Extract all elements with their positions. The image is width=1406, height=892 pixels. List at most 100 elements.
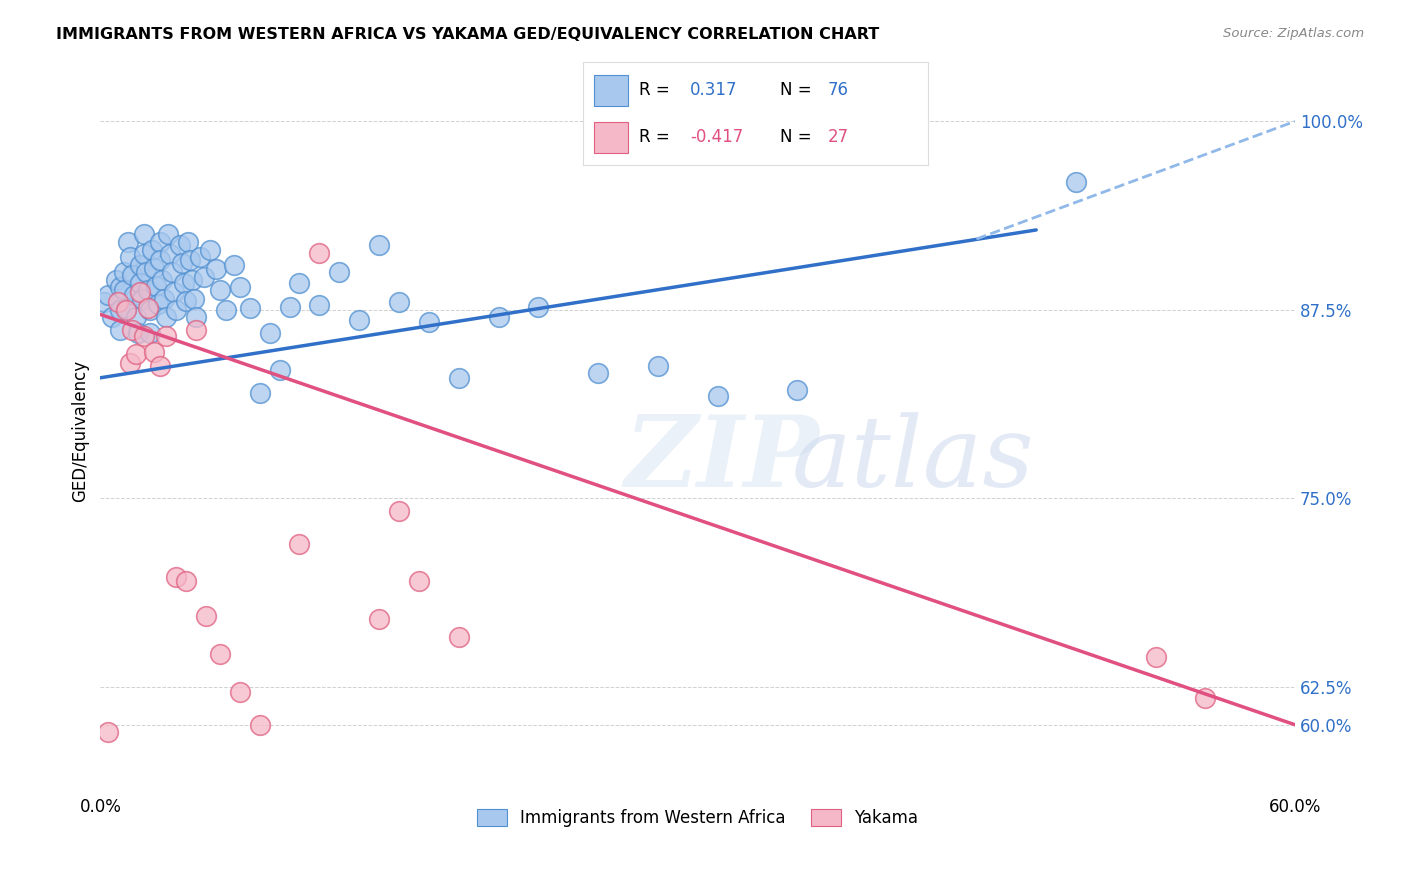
Text: -0.417: -0.417 [690,128,744,146]
Point [169,238,191,252]
Point [115,301,138,316]
Point [149,235,172,249]
Point [110,302,132,317]
Text: R =: R = [638,81,669,99]
Point [229,280,252,294]
Legend: Immigrants from Western Africa, Yakama: Immigrants from Western Africa, Yakama [468,800,927,835]
Point [101,310,124,325]
Bar [593,122,628,153]
Point [136,283,159,297]
Point [139,326,162,340]
Point [110,280,132,294]
Point [165,570,187,584]
Point [170,256,193,270]
Point [388,503,411,517]
Point [129,276,152,290]
Point [259,326,281,340]
Point [308,245,330,260]
Point [125,346,148,360]
Point [160,265,183,279]
Text: ZIP: ZIP [624,411,820,508]
Point [222,258,245,272]
Point [145,278,167,293]
Point [97,725,120,739]
Point [157,227,180,242]
Point [112,265,135,279]
Point [1194,690,1216,705]
Point [121,322,143,336]
Text: R =: R = [638,128,669,146]
Point [194,609,217,624]
Text: Source: ZipAtlas.com: Source: ZipAtlas.com [1223,27,1364,40]
Point [125,310,148,325]
Point [146,297,169,311]
Text: 27: 27 [828,128,849,146]
Point [706,389,728,403]
Point [174,574,197,589]
Point [163,285,186,299]
Point [488,310,510,325]
Point [129,258,152,272]
Point [184,322,207,336]
Text: N =: N = [780,81,811,99]
Point [249,718,271,732]
Point [288,276,311,290]
Point [328,265,350,279]
Point [183,293,205,307]
Text: IMMIGRANTS FROM WESTERN AFRICA VS YAKAMA GED/EQUIVALENCY CORRELATION CHART: IMMIGRANTS FROM WESTERN AFRICA VS YAKAMA… [56,27,880,42]
Text: atlas: atlas [792,412,1033,508]
Point [418,315,440,329]
Bar [593,75,628,105]
Point [208,647,231,661]
Point [115,302,138,317]
Text: 0.317: 0.317 [690,81,738,99]
Point [1064,175,1087,189]
Point [408,574,430,589]
Point [193,269,215,284]
Point [1144,649,1167,664]
Point [647,359,669,373]
Point [127,326,149,340]
Point [308,298,330,312]
Point [121,268,143,283]
Point [188,250,211,264]
Point [173,276,195,290]
Point [368,612,391,626]
Point [586,366,609,380]
Point [288,537,311,551]
Point [229,684,252,698]
Point [447,371,470,385]
Y-axis label: GED/Equivalency: GED/Equivalency [72,359,89,501]
Point [368,238,391,252]
Point [149,253,172,268]
Point [122,288,145,302]
Point [105,273,128,287]
Point [278,300,301,314]
Point [134,227,156,242]
Point [155,310,177,325]
Point [177,235,200,249]
Point [269,363,291,377]
Point [120,250,142,264]
Point [107,295,129,310]
Point [388,295,411,310]
Point [136,301,159,316]
Point [97,288,120,302]
Point [184,310,207,325]
Point [208,283,231,297]
Point [179,253,201,268]
Point [347,313,370,327]
Point [153,293,176,307]
Point [141,243,163,257]
Text: 76: 76 [828,81,849,99]
Point [150,273,173,287]
Point [131,293,153,307]
Point [174,293,197,308]
Point [181,273,204,287]
Point [139,302,162,317]
Point [110,322,132,336]
Point [134,247,156,261]
Point [198,243,221,257]
Point [112,283,135,297]
Point [239,301,262,316]
